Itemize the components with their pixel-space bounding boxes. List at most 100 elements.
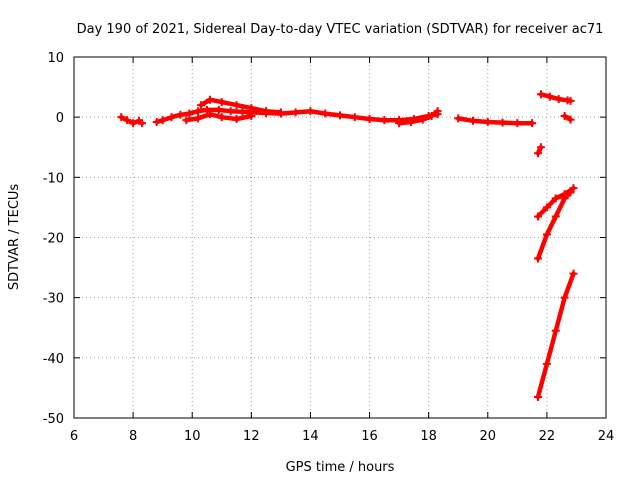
data-point: [152, 117, 161, 126]
data-point: [395, 119, 404, 128]
data-point: [542, 203, 551, 212]
data-trace-line: [535, 271, 576, 400]
y-tick-label: -10: [43, 171, 64, 186]
data-point: [427, 111, 436, 120]
data-points: [117, 90, 578, 401]
data-point: [185, 109, 194, 118]
data-point: [534, 212, 543, 221]
x-tick-label: 20: [480, 429, 497, 444]
data-trace: [560, 111, 575, 124]
data-point: [551, 326, 560, 335]
data-trace: [534, 188, 575, 263]
y-tick-label: -50: [43, 412, 64, 427]
data-point: [117, 113, 126, 122]
y-tick-label: 10: [47, 51, 64, 66]
data-point: [566, 188, 575, 197]
x-axis-label: GPS time / hours: [286, 460, 395, 475]
data-point: [534, 149, 543, 158]
data-point: [176, 110, 185, 119]
x-tick-label: 18: [420, 429, 437, 444]
data-point: [433, 107, 442, 116]
data-trace: [534, 269, 578, 401]
x-tick-label: 16: [361, 429, 378, 444]
data-point: [197, 101, 206, 110]
y-axis-ticks: -50 -40 -30 -20 -10 0 10: [43, 51, 606, 427]
x-tick-label: 24: [598, 429, 615, 444]
data-point: [203, 105, 211, 114]
data-point: [167, 113, 176, 122]
data-point: [306, 107, 315, 116]
data-point: [418, 115, 427, 124]
data-point: [232, 101, 241, 110]
data-point: [498, 118, 507, 127]
data-point: [534, 254, 543, 263]
y-tick-label: 0: [56, 111, 64, 126]
data-point: [469, 116, 477, 125]
data-trace: [536, 90, 575, 105]
data-trace: [395, 107, 442, 128]
data-point: [542, 230, 551, 239]
data-point: [454, 114, 463, 123]
data-point: [232, 114, 241, 123]
y-tick-label: -30: [43, 292, 64, 307]
data-point: [566, 115, 575, 124]
data-point: [194, 114, 203, 123]
data-point: [560, 194, 569, 203]
data-point: [536, 143, 545, 152]
x-tick-label: 12: [243, 429, 260, 444]
data-point: [182, 116, 191, 125]
data-point: [321, 109, 330, 118]
data-point: [365, 114, 374, 123]
x-tick-label: 14: [302, 429, 319, 444]
data-point: [238, 107, 247, 116]
data-point: [336, 111, 344, 120]
data-point: [536, 90, 545, 99]
data-point: [483, 117, 492, 126]
data-trace: [454, 114, 537, 128]
data-point: [551, 194, 560, 203]
data-point: [569, 184, 578, 193]
data-trace: [534, 143, 545, 158]
data-point: [513, 119, 522, 128]
data-point: [528, 119, 537, 128]
data-point: [217, 98, 226, 107]
x-tick-label: 22: [539, 429, 556, 444]
data-point: [551, 212, 560, 221]
y-tick-label: -20: [43, 232, 64, 247]
data-point: [217, 113, 226, 122]
data-point: [262, 107, 271, 116]
data-point: [214, 105, 223, 114]
data-point: [350, 113, 359, 122]
x-tick-label: 6: [70, 429, 78, 444]
data-point: [560, 111, 569, 120]
data-point: [247, 111, 256, 120]
data-point: [158, 116, 167, 125]
data-point: [406, 117, 415, 126]
y-tick-label: -40: [43, 352, 64, 367]
data-point: [194, 107, 203, 116]
data-point: [123, 116, 132, 125]
data-point: [205, 95, 214, 104]
data-point: [554, 95, 563, 104]
data-point: [566, 96, 575, 105]
data-trace: [197, 95, 285, 117]
data-point: [291, 108, 300, 117]
data-trace: [117, 113, 146, 128]
data-point: [560, 293, 569, 302]
x-tick-label: 8: [129, 429, 137, 444]
data-point: [129, 119, 138, 128]
data-point: [205, 110, 214, 119]
data-point: [137, 119, 146, 128]
y-axis-label: SDTVAR / TECUs: [7, 184, 22, 291]
data-point: [380, 116, 389, 125]
x-axis-ticks: 6 8 10 12 14 16 18 20 22 24: [70, 57, 614, 444]
x-tick-label: 10: [184, 429, 201, 444]
data-point: [276, 108, 285, 117]
data-point: [569, 269, 578, 278]
data-point: [545, 92, 554, 101]
data-trace: [182, 110, 256, 125]
data-point: [542, 359, 551, 368]
chart-title: Day 190 of 2021, Sidereal Day-to-day VTE…: [77, 22, 604, 37]
grid-lines: [74, 57, 606, 418]
